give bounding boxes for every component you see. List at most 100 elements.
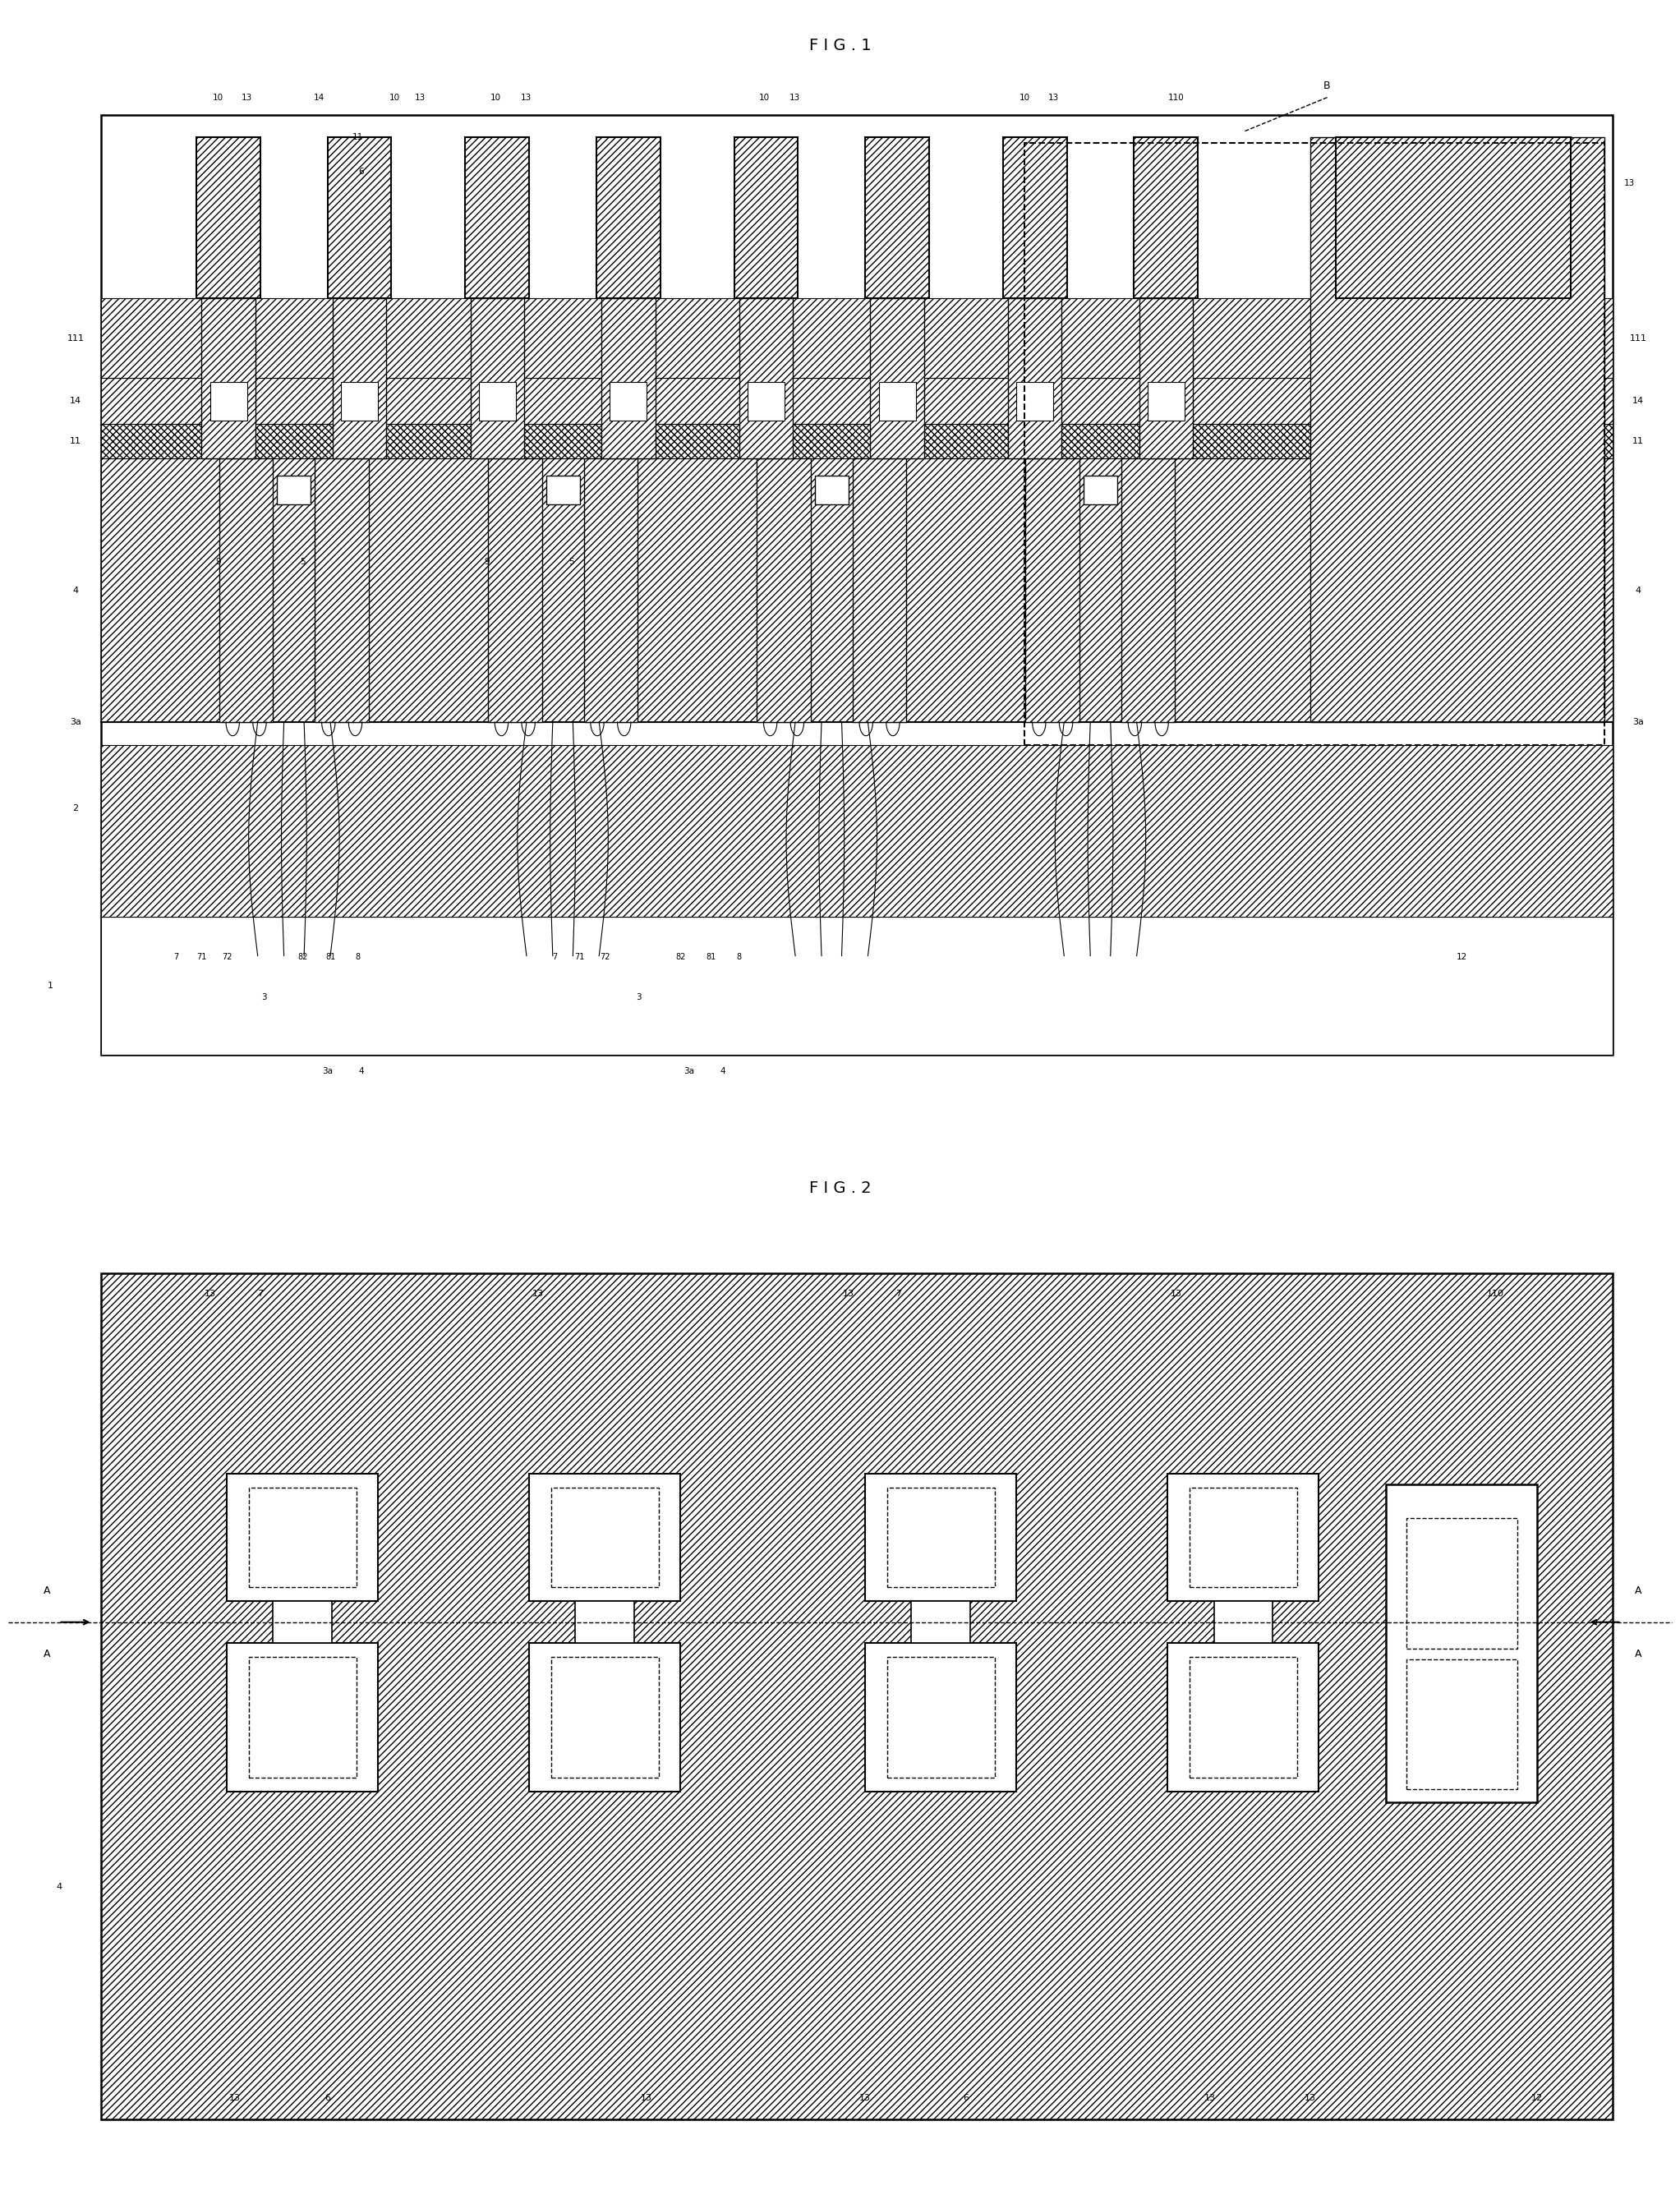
- Bar: [272, 1600, 331, 1644]
- Bar: [465, 137, 529, 298]
- Text: 10: 10: [1020, 93, 1030, 101]
- Text: 81: 81: [706, 952, 716, 961]
- Bar: [1121, 458, 1174, 723]
- Bar: [1168, 1644, 1319, 1792]
- Bar: [1008, 298, 1062, 458]
- Bar: [218, 458, 272, 723]
- Text: 3: 3: [260, 994, 267, 1001]
- Bar: [1139, 298, 1193, 458]
- Bar: [748, 381, 785, 421]
- Bar: [470, 298, 524, 458]
- Bar: [1189, 1657, 1297, 1779]
- Text: 13: 13: [1305, 2094, 1315, 2103]
- Text: 12: 12: [1532, 2094, 1542, 2103]
- Bar: [1310, 137, 1604, 723]
- Text: 3a: 3a: [1633, 719, 1643, 725]
- Text: 71: 71: [197, 952, 207, 961]
- Bar: [1386, 1485, 1537, 1803]
- Text: 14: 14: [314, 93, 324, 101]
- Bar: [249, 1488, 356, 1587]
- Bar: [101, 745, 1613, 917]
- Text: 10: 10: [390, 93, 400, 101]
- Bar: [1025, 458, 1079, 723]
- Bar: [210, 381, 247, 421]
- Text: 13: 13: [843, 1289, 853, 1298]
- Text: 12: 12: [1457, 952, 1467, 961]
- Bar: [551, 1488, 659, 1587]
- Bar: [101, 423, 1613, 458]
- Text: 13: 13: [230, 2094, 240, 2103]
- Text: 6: 6: [358, 168, 365, 176]
- Bar: [546, 476, 580, 505]
- Text: 2: 2: [72, 804, 79, 811]
- Bar: [887, 1488, 995, 1587]
- Text: 13: 13: [1625, 179, 1635, 187]
- Bar: [1406, 1519, 1517, 1649]
- Text: 14: 14: [1633, 397, 1643, 406]
- Text: 10: 10: [759, 93, 769, 101]
- Text: 13: 13: [1205, 2094, 1215, 2103]
- Text: A: A: [44, 1649, 50, 1660]
- Text: 14: 14: [71, 397, 81, 406]
- Text: 1: 1: [47, 981, 54, 990]
- Bar: [1189, 1488, 1297, 1587]
- Bar: [314, 458, 368, 723]
- Bar: [101, 1274, 1613, 2120]
- Bar: [227, 1644, 378, 1792]
- Text: 81: 81: [326, 952, 336, 961]
- Bar: [887, 1657, 995, 1779]
- Text: 13: 13: [1171, 1289, 1181, 1298]
- Text: 11: 11: [1633, 436, 1643, 445]
- Text: 13: 13: [205, 1289, 215, 1298]
- Bar: [197, 137, 260, 298]
- Bar: [1134, 137, 1198, 298]
- Bar: [101, 298, 1613, 379]
- Bar: [487, 458, 541, 723]
- Text: 71: 71: [575, 952, 585, 961]
- Text: 3a: 3a: [323, 1067, 333, 1076]
- Text: 110: 110: [1168, 93, 1184, 101]
- Bar: [101, 917, 1613, 1054]
- Text: 13: 13: [521, 93, 531, 101]
- Bar: [529, 1644, 680, 1792]
- Text: 111: 111: [1630, 335, 1646, 342]
- Text: 3: 3: [635, 994, 642, 1001]
- Text: 10: 10: [491, 93, 501, 101]
- Bar: [277, 476, 311, 505]
- Bar: [101, 458, 1613, 723]
- Text: 9: 9: [215, 558, 222, 566]
- Text: 13: 13: [860, 2094, 870, 2103]
- Bar: [1025, 143, 1604, 745]
- Text: 11: 11: [71, 436, 81, 445]
- Bar: [202, 298, 255, 458]
- Text: 82: 82: [297, 952, 307, 961]
- Text: 8: 8: [738, 952, 741, 961]
- Text: 4: 4: [1635, 586, 1641, 595]
- Bar: [249, 1657, 356, 1779]
- Bar: [1336, 137, 1571, 298]
- Text: 13: 13: [242, 93, 252, 101]
- Text: 7: 7: [257, 1289, 264, 1298]
- Text: 4: 4: [719, 1067, 726, 1076]
- Text: 72: 72: [600, 952, 610, 961]
- Bar: [739, 298, 793, 458]
- Bar: [865, 1474, 1016, 1600]
- Text: 4: 4: [358, 1067, 365, 1076]
- Bar: [865, 137, 929, 298]
- Text: 13: 13: [415, 93, 425, 101]
- Text: 110: 110: [1487, 1289, 1504, 1298]
- Text: 7: 7: [895, 1289, 902, 1298]
- Text: A: A: [1635, 1649, 1641, 1660]
- Bar: [852, 458, 906, 723]
- Text: 3a: 3a: [684, 1067, 694, 1076]
- Bar: [756, 458, 810, 723]
- Text: 6: 6: [324, 2094, 331, 2103]
- Bar: [479, 381, 516, 421]
- Bar: [610, 381, 647, 421]
- Bar: [341, 381, 378, 421]
- Bar: [1406, 1660, 1517, 1790]
- Text: 4: 4: [72, 586, 79, 595]
- Text: 8: 8: [356, 952, 360, 961]
- Text: 82: 82: [675, 952, 685, 961]
- Bar: [551, 1657, 659, 1779]
